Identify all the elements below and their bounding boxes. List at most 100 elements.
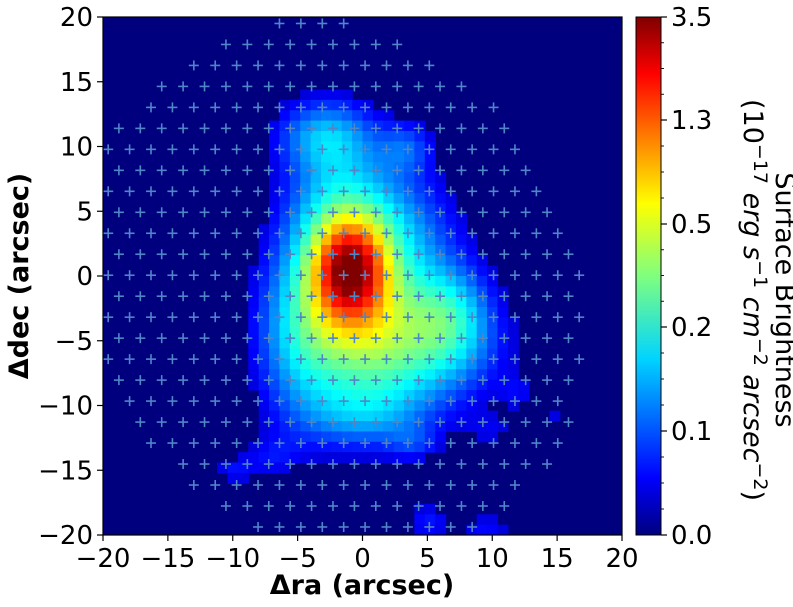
- heatmap-cell: [424, 213, 436, 225]
- fiber-marker: [531, 270, 542, 281]
- colorbar-label-part: ): [737, 490, 768, 501]
- fiber-marker: [402, 60, 413, 71]
- heatmap-cell: [331, 265, 343, 277]
- fiber-marker: [210, 312, 221, 323]
- fiber-marker: [210, 354, 221, 365]
- fiber-marker: [381, 396, 392, 407]
- heatmap-cell: [320, 234, 332, 246]
- fiber-marker: [424, 521, 435, 532]
- heatmap-cell: [372, 400, 384, 412]
- heatmap-cell: [404, 410, 415, 422]
- heatmap-cell: [320, 317, 332, 329]
- fiber-marker: [178, 459, 189, 470]
- fiber-marker: [552, 270, 563, 281]
- heatmap-cell: [455, 400, 467, 412]
- heatmap-cell: [341, 410, 353, 422]
- fiber-marker: [531, 438, 542, 449]
- fiber-marker: [167, 186, 178, 197]
- fiber-marker: [370, 291, 381, 302]
- fiber-marker: [156, 123, 167, 134]
- heatmap-cell: [383, 182, 395, 194]
- fiber-marker: [285, 291, 296, 302]
- fiber-marker: [488, 186, 499, 197]
- heatmap-cell: [393, 348, 405, 360]
- heatmap-cell: [414, 162, 426, 173]
- heatmap-cell: [300, 224, 312, 236]
- heatmap-cell: [362, 120, 374, 132]
- heatmap-cell: [289, 379, 301, 391]
- heatmap-cell: [310, 379, 322, 391]
- colorbar-tick-label: 3.5: [671, 3, 712, 33]
- heatmap-cell: [279, 348, 291, 360]
- heatmap-cell: [300, 265, 312, 277]
- heatmap-cell: [476, 431, 488, 443]
- heatmap-cell: [279, 203, 291, 215]
- heatmap-cell: [414, 213, 426, 225]
- fiber-marker: [210, 480, 221, 491]
- heatmap-cell: [414, 296, 426, 308]
- heatmap-cell: [320, 400, 332, 412]
- fiber-marker: [477, 417, 488, 428]
- heatmap-cell: [383, 141, 395, 153]
- heatmap-cell: [320, 89, 332, 101]
- heatmap-cell: [424, 348, 436, 360]
- fiber-marker: [274, 186, 285, 197]
- heatmap-cell: [507, 338, 519, 350]
- colorbar-label-superscript: −1: [749, 260, 771, 288]
- colorbar-tick-label: 0.2: [671, 313, 712, 343]
- heatmap-cell: [424, 172, 436, 184]
- fiber-marker: [274, 396, 285, 407]
- heatmap-cell: [320, 307, 332, 319]
- heatmap-cell: [455, 410, 467, 422]
- heatmap-cell: [320, 327, 332, 339]
- fiber-marker: [231, 396, 242, 407]
- heatmap-cell: [352, 130, 364, 142]
- heatmap-cell: [331, 141, 343, 153]
- fiber-marker: [509, 396, 520, 407]
- fiber-marker: [445, 144, 456, 155]
- heatmap-cell: [331, 338, 343, 350]
- heatmap-cell: [258, 410, 270, 422]
- heatmap-cell: [404, 338, 415, 350]
- heatmap-cell: [383, 265, 395, 277]
- fiber-marker: [360, 144, 371, 155]
- heatmap-cell: [404, 141, 415, 153]
- heatmap-cell: [269, 244, 281, 256]
- fiber-marker: [381, 438, 392, 449]
- heatmap-cell: [300, 317, 312, 329]
- fiber-marker: [167, 438, 178, 449]
- heatmap-cell: [269, 224, 281, 236]
- fiber-marker: [370, 81, 381, 92]
- fiber-marker: [263, 333, 274, 344]
- heatmap-cell: [476, 410, 488, 422]
- fiber-marker: [338, 396, 349, 407]
- heatmap-cell: [404, 389, 415, 401]
- fiber-marker: [424, 144, 435, 155]
- fiber-marker: [563, 333, 574, 344]
- fiber-marker: [178, 291, 189, 302]
- fiber-marker: [156, 375, 167, 386]
- heatmap-cell: [362, 431, 374, 443]
- heatmap-cell: [424, 141, 436, 153]
- heatmap-cell: [404, 431, 415, 443]
- fiber-marker: [253, 270, 264, 281]
- fiber-marker: [349, 375, 360, 386]
- fiber-marker: [552, 396, 563, 407]
- heatmap-cell: [320, 120, 332, 132]
- fiber-marker: [242, 500, 253, 511]
- y-tick-label: 15: [60, 68, 93, 98]
- fiber-marker: [477, 249, 488, 260]
- heatmap-cell: [455, 358, 467, 370]
- fiber-marker: [360, 186, 371, 197]
- fiber-marker: [467, 228, 478, 239]
- heatmap-cell: [352, 358, 364, 370]
- heatmap-cell: [341, 307, 353, 319]
- heatmap-cell: [279, 410, 291, 422]
- heatmap-cell: [424, 203, 436, 215]
- heatmap-cell: [269, 400, 281, 412]
- fiber-marker: [285, 375, 296, 386]
- fiber-marker: [306, 333, 317, 344]
- fiber-marker: [381, 144, 392, 155]
- fiber-marker: [327, 291, 338, 302]
- fiber-marker: [563, 375, 574, 386]
